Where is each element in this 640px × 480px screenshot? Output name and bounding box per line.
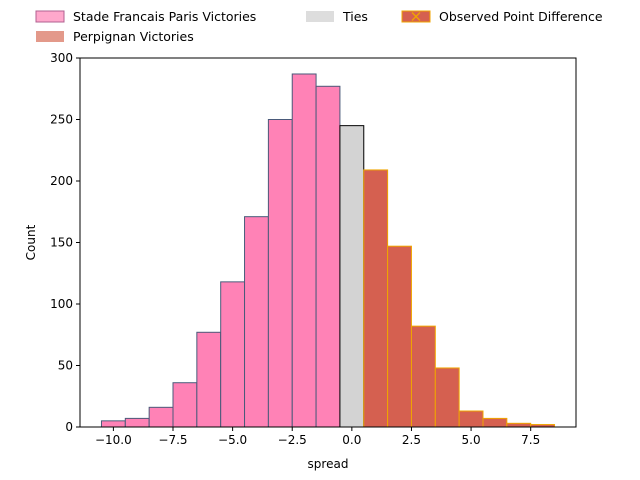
histogram-bar (315, 85, 341, 428)
y-tick-label: 250 (50, 113, 73, 127)
histogram-bar (100, 420, 126, 428)
y-tick-label: 300 (50, 51, 73, 65)
x-tick-label: 0.0 (342, 433, 361, 447)
histogram-bar (291, 73, 317, 428)
histogram-bar (124, 417, 150, 428)
histogram-bar (363, 169, 389, 428)
histogram-bar (482, 417, 508, 428)
histogram-bar (172, 382, 198, 428)
y-tick-label: 150 (50, 236, 73, 250)
y-tick-label: 0 (65, 420, 73, 434)
y-tick-label: 100 (50, 297, 73, 311)
histogram-bar (339, 125, 365, 428)
histogram-bar (410, 325, 436, 428)
legend-swatch (36, 31, 64, 42)
legend-swatch (35, 10, 65, 23)
histogram-bar (434, 367, 460, 428)
histogram-bar (244, 216, 269, 428)
x-tick-label: −2.5 (278, 433, 307, 447)
x-tick-label: 2.5 (402, 433, 421, 447)
histogram-bar (196, 331, 222, 428)
y-tick-label: 50 (58, 359, 73, 373)
x-tick-label: −5.0 (218, 433, 247, 447)
x-axis-title: spread (308, 457, 349, 471)
histogram-bars (100, 73, 556, 428)
histogram-bar (387, 245, 412, 428)
y-axis: 0 50 100 150 200 250 300 (50, 51, 80, 434)
y-axis-title: Count (24, 224, 38, 260)
legend: Stade Francais Paris Victories Perpignan … (35, 9, 603, 44)
histogram-bar (148, 406, 174, 428)
legend-swatch (306, 11, 334, 22)
y-tick-label: 200 (50, 174, 73, 188)
x-tick-label: −7.5 (158, 433, 187, 447)
legend-label: Stade Francais Paris Victories (73, 9, 256, 24)
histogram-bar (506, 422, 532, 428)
histogram-bar (267, 119, 293, 428)
histogram-bar (458, 410, 484, 428)
legend-label: Perpignan Victories (73, 29, 194, 44)
legend-label: Observed Point Difference (439, 9, 603, 24)
legend-marker (411, 12, 421, 21)
legend-label: Ties (342, 9, 368, 24)
x-tick-label: −10.0 (95, 433, 132, 447)
x-axis: −10.0 −7.5 −5.0 −2.5 0.0 2.5 5.0 7.5 (95, 427, 540, 447)
histogram-bar (220, 281, 246, 428)
x-tick-label: 7.5 (521, 433, 540, 447)
x-tick-label: 5.0 (462, 433, 481, 447)
